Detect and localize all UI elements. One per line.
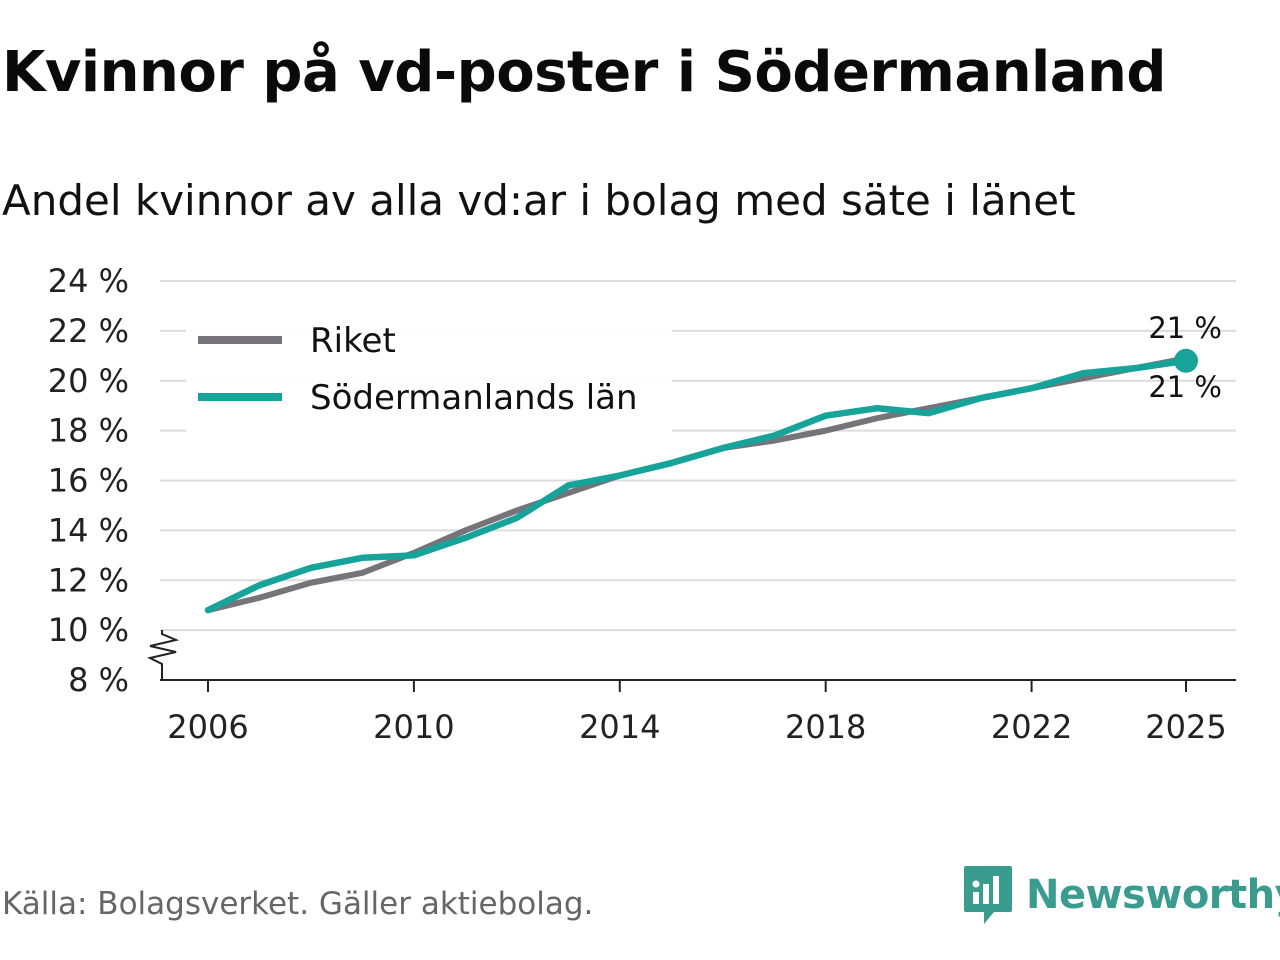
- series-line-sodermanlands-lan: [204, 357, 1190, 614]
- y-tick-label-14: 14 %: [48, 511, 129, 549]
- brand-name: Newsworthy: [1026, 872, 1280, 918]
- x-tick-label-2022: 2022: [991, 708, 1072, 746]
- end-annotations: 21 % 21 %: [1148, 311, 1222, 404]
- legend-background: [186, 312, 672, 432]
- y-tick-label-24: 24 %: [48, 262, 129, 300]
- x-axis: 2006 2010 2014 2018 2022 2025: [147, 630, 1236, 746]
- x-tick-label-2025: 2025: [1145, 708, 1226, 746]
- y-axis-break: [147, 630, 180, 680]
- source-note: Källa: Bolagsverket. Gäller aktiebolag.: [2, 886, 594, 922]
- end-marker-sodermanlands-lan: [1174, 348, 1198, 373]
- y-tick-label-16: 16 %: [48, 462, 129, 500]
- y-axis-ticks: 8 % 10 % 12 % 14 % 16 % 18 % 20 % 22 % 24 %: [48, 262, 129, 699]
- y-tick-label-18: 18 %: [48, 412, 129, 450]
- x-tick-label-2018: 2018: [785, 708, 866, 746]
- y-tick-label-12: 12 %: [48, 561, 129, 599]
- annotation-riket: 21 %: [1148, 370, 1222, 404]
- chart-title: Kvinnor på vd-poster i Södermanland: [2, 40, 1167, 105]
- x-tick-label-2006: 2006: [167, 708, 248, 746]
- brand-logo: Newsworthy: [962, 862, 1280, 928]
- chart-subtitle: Andel kvinnor av alla vd:ar i bolag med …: [2, 176, 1076, 225]
- legend-label-sodermanlands-lan: Södermanlands län: [310, 378, 638, 418]
- y-tick-label-8: 8 %: [68, 661, 129, 699]
- y-tick-label-10: 10 %: [48, 611, 129, 649]
- series-lines: [204, 348, 1198, 614]
- y-tick-label-22: 22 %: [48, 312, 129, 350]
- x-tick-label-2010: 2010: [373, 708, 454, 746]
- newsworthy-logo-icon: [964, 866, 1012, 924]
- y-tick-label-20: 20 %: [48, 362, 129, 400]
- legend: Riket Södermanlands län: [186, 312, 672, 432]
- annotation-sodermanlands-lan: 21 %: [1148, 311, 1222, 345]
- x-tick-label-2014: 2014: [579, 708, 660, 746]
- legend-label-riket: Riket: [310, 321, 396, 361]
